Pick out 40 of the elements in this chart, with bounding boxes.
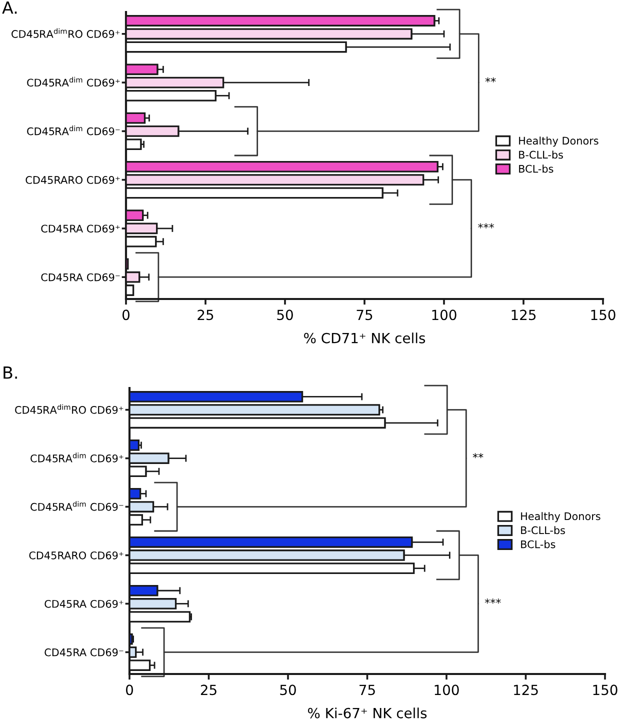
legend-label: Healthy Donors xyxy=(519,136,598,147)
annotation: ** xyxy=(472,453,484,458)
y-tick-label: CD45RA CD69⁺ xyxy=(44,600,124,608)
y-tick-label: CD45RA CD69⁺ xyxy=(41,224,120,233)
legend-label: BCL-bs xyxy=(519,164,554,173)
x-tick-label: 100 xyxy=(432,310,456,320)
x-axis-title: % CD71⁺ NK cells xyxy=(304,332,426,344)
y-tick-label: CD45RA CD69⁻ xyxy=(41,273,120,282)
y-tick-label: CD45RA$^{dim}$RO CD69⁺ xyxy=(15,404,124,414)
x-tick-label: 150 xyxy=(591,310,616,320)
annotation: *** xyxy=(484,598,501,604)
legend-label: Healthy Donors xyxy=(521,512,600,522)
annotation: ** xyxy=(485,77,496,82)
annotation: *** xyxy=(478,223,494,228)
x-tick-label: 0 xyxy=(126,684,133,696)
x-tick-label: 125 xyxy=(514,684,538,696)
x-tick-label: 125 xyxy=(512,310,536,320)
y-tick-label: CD45RA CD69⁻ xyxy=(44,648,124,656)
y-tick-label: CD45RA$^{dim}$ CD69⁻ xyxy=(30,501,124,511)
x-tick-label: 0 xyxy=(122,310,130,320)
legend-label: BCL-bs xyxy=(521,540,556,548)
y-tick-label: CD45RARO CD69⁺ xyxy=(29,551,124,560)
legend-label: B-CLL-bs xyxy=(521,526,565,534)
x-tick-label: 75 xyxy=(360,684,375,696)
x-tick-label: 100 xyxy=(434,684,459,696)
x-tick-label: 75 xyxy=(356,310,372,320)
y-tick-label: CD45RA$^{dim}$RO CD69⁺ xyxy=(12,28,120,38)
chart-title: B. xyxy=(4,366,17,379)
legend-label: B-CLL-bs xyxy=(519,150,563,159)
x-axis-title: % Ki-67⁺ NK cells xyxy=(308,708,427,718)
x-tick-label: 50 xyxy=(277,310,293,320)
y-tick-label: CD45RA$^{dim}$ CD69⁺ xyxy=(30,452,124,462)
x-tick-label: 50 xyxy=(280,684,296,696)
x-tick-label: 150 xyxy=(593,684,618,696)
y-tick-label: CD45RA$^{dim}$ CD69⁻ xyxy=(27,126,120,136)
chart-title: A. xyxy=(2,2,17,14)
y-tick-label: CD45RARO CD69⁺ xyxy=(26,176,120,184)
y-tick-label: CD45RA$^{dim}$ CD69⁺ xyxy=(27,76,120,87)
x-tick-label: 25 xyxy=(198,310,214,320)
x-tick-label: 25 xyxy=(200,684,216,696)
